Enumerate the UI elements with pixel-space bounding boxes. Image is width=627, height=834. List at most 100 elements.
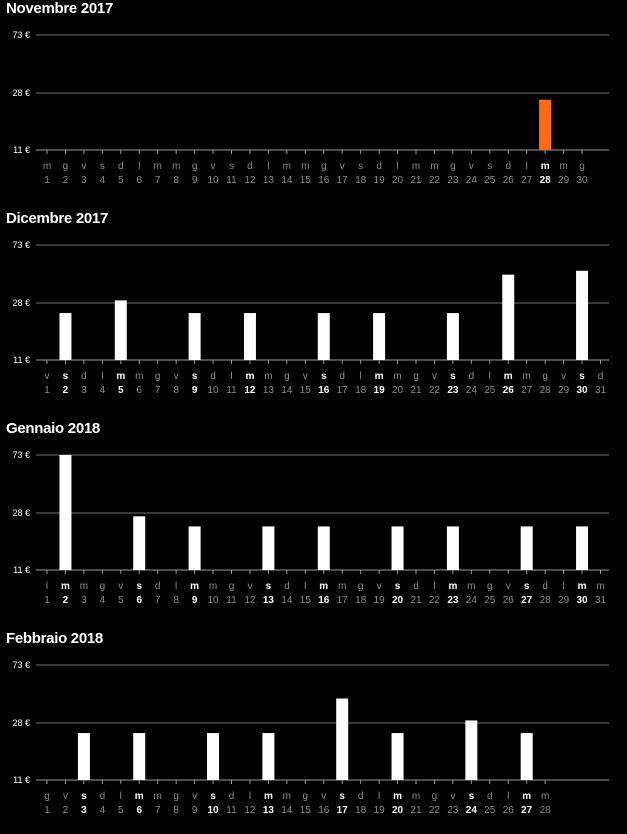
month-title: Febbraio 2018 (6, 630, 103, 647)
weekday-label: m (154, 161, 162, 172)
day-label: 1 (44, 805, 50, 816)
day-label: 29 (558, 595, 570, 606)
day-label: 2 (63, 385, 69, 396)
price-bar[interactable] (465, 720, 478, 780)
weekday-label: l (396, 161, 398, 172)
weekday-label: g (44, 791, 50, 802)
day-label: 17 (337, 385, 349, 396)
price-bar[interactable] (262, 526, 275, 570)
price-bar[interactable] (446, 526, 459, 570)
month-title: Gennaio 2018 (6, 420, 100, 437)
weekday-label: s (339, 791, 345, 802)
price-bar[interactable] (502, 274, 515, 360)
weekday-label: m (43, 161, 51, 172)
day-label: 18 (355, 595, 367, 606)
weekday-label: v (432, 371, 437, 382)
day-label: 9 (192, 385, 198, 396)
day-label: 14 (281, 595, 293, 606)
y-tick-label: 28 € (12, 88, 30, 98)
day-label: 5 (118, 595, 124, 606)
day-label: 9 (192, 805, 198, 816)
weekday-label: l (378, 791, 380, 802)
weekday-label: m (209, 581, 217, 592)
day-label: 29 (558, 175, 570, 186)
weekday-label: s (192, 371, 198, 382)
weekday-label: m (541, 791, 549, 802)
price-bar[interactable] (133, 733, 146, 780)
day-label: 8 (173, 805, 179, 816)
day-label: 1 (44, 595, 50, 606)
day-label: 18 (355, 385, 367, 396)
weekday-label: l (489, 371, 491, 382)
day-label: 5 (118, 385, 124, 396)
day-label: 23 (447, 595, 459, 606)
month-title: Novembre 2017 (6, 0, 113, 17)
price-bar[interactable] (207, 733, 220, 780)
price-bar[interactable] (336, 698, 349, 780)
price-bar[interactable] (317, 526, 330, 570)
price-bar[interactable] (446, 313, 459, 360)
day-label: 13 (263, 805, 275, 816)
weekday-label: g (100, 581, 106, 592)
price-bar[interactable] (539, 99, 552, 150)
day-label: 14 (281, 385, 293, 396)
weekday-label: l (562, 581, 564, 592)
price-bar[interactable] (133, 516, 146, 570)
price-bar[interactable] (520, 733, 533, 780)
day-label: 20 (392, 175, 404, 186)
day-label: 4 (100, 805, 106, 816)
price-bar[interactable] (391, 526, 404, 570)
price-bar[interactable] (262, 733, 275, 780)
day-label: 13 (263, 175, 275, 186)
price-bar[interactable] (243, 313, 256, 360)
price-bar[interactable] (520, 526, 533, 570)
weekday-label: m (245, 371, 254, 382)
weekday-label: d (542, 581, 548, 592)
day-label: 4 (100, 595, 106, 606)
price-bar[interactable] (59, 455, 72, 570)
day-label: 28 (540, 175, 552, 186)
day-label: 24 (466, 595, 478, 606)
price-bar[interactable] (188, 526, 201, 570)
day-label: 1 (44, 385, 50, 396)
day-label: 19 (374, 805, 386, 816)
weekday-label: v (211, 161, 216, 172)
weekday-label: v (174, 371, 179, 382)
day-label: 6 (136, 175, 142, 186)
weekday-label: v (303, 371, 308, 382)
weekday-label: v (247, 581, 252, 592)
day-label: 27 (521, 385, 533, 396)
y-tick-label: 73 € (12, 660, 30, 670)
price-bar[interactable] (59, 313, 72, 360)
price-bar[interactable] (188, 313, 201, 360)
price-bar[interactable] (576, 526, 589, 570)
price-bar[interactable] (576, 270, 589, 360)
price-bar[interactable] (114, 300, 127, 360)
weekday-label: l (46, 581, 48, 592)
price-bar[interactable] (317, 313, 330, 360)
day-label: 21 (410, 595, 422, 606)
y-tick-label: 28 € (12, 298, 30, 308)
weekday-label: v (192, 791, 197, 802)
weekday-label: d (284, 581, 290, 592)
weekday-label: g (155, 371, 161, 382)
weekday-label: d (100, 791, 106, 802)
weekday-label: m (578, 581, 587, 592)
weekday-label: m (264, 371, 272, 382)
weekday-label: l (304, 581, 306, 592)
weekday-label: g (450, 161, 456, 172)
day-label: 20 (392, 595, 404, 606)
day-label: 15 (300, 805, 312, 816)
weekday-label: m (393, 791, 402, 802)
weekday-label: s (210, 791, 216, 802)
day-label: 19 (374, 385, 386, 396)
weekday-label: s (358, 161, 363, 172)
weekday-label: v (63, 791, 68, 802)
day-label: 2 (63, 595, 69, 606)
day-label: 10 (207, 595, 219, 606)
price-bar[interactable] (391, 733, 404, 780)
weekday-label: s (63, 371, 69, 382)
price-bar[interactable] (77, 733, 90, 780)
price-bar[interactable] (373, 313, 386, 360)
day-label: 19 (374, 175, 386, 186)
